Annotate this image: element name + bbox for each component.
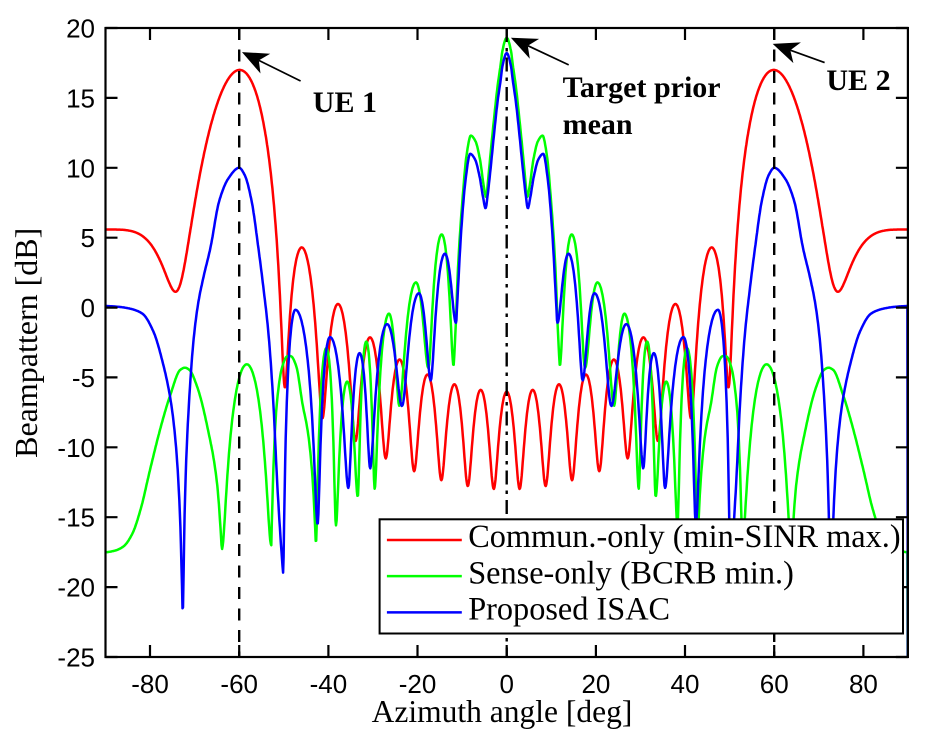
svg-text:15: 15	[66, 83, 95, 113]
svg-text:Commun.-only (min-SINR max.): Commun.-only (min-SINR max.)	[468, 518, 900, 554]
svg-text:-5: -5	[72, 363, 95, 393]
svg-text:-10: -10	[57, 433, 95, 463]
svg-text:-60: -60	[220, 669, 258, 699]
svg-text:Azimuth angle [deg]: Azimuth angle [deg]	[372, 694, 633, 729]
svg-text:-40: -40	[310, 669, 348, 699]
svg-text:-20: -20	[399, 669, 437, 699]
svg-text:20: 20	[581, 669, 610, 699]
svg-text:60: 60	[760, 669, 789, 699]
svg-text:80: 80	[849, 669, 878, 699]
svg-text:0: 0	[81, 293, 95, 323]
svg-text:10: 10	[66, 153, 95, 183]
svg-text:40: 40	[671, 669, 700, 699]
svg-text:-25: -25	[57, 643, 95, 673]
svg-text:20: 20	[66, 14, 95, 44]
svg-text:Beampattern [dB]: Beampattern [dB]	[8, 228, 44, 458]
svg-text:5: 5	[81, 223, 95, 253]
svg-text:0: 0	[499, 669, 513, 699]
svg-text:Sense-only (BCRB min.): Sense-only (BCRB min.)	[468, 554, 794, 590]
svg-text:-80: -80	[131, 669, 169, 699]
svg-text:-15: -15	[57, 503, 95, 533]
svg-text:Target prior: Target prior	[563, 71, 721, 104]
svg-text:Proposed ISAC: Proposed ISAC	[468, 591, 670, 627]
svg-text:-20: -20	[57, 573, 95, 603]
svg-text:UE 2: UE 2	[826, 64, 890, 97]
svg-text:UE 1: UE 1	[313, 86, 377, 119]
svg-text:mean: mean	[563, 108, 633, 141]
